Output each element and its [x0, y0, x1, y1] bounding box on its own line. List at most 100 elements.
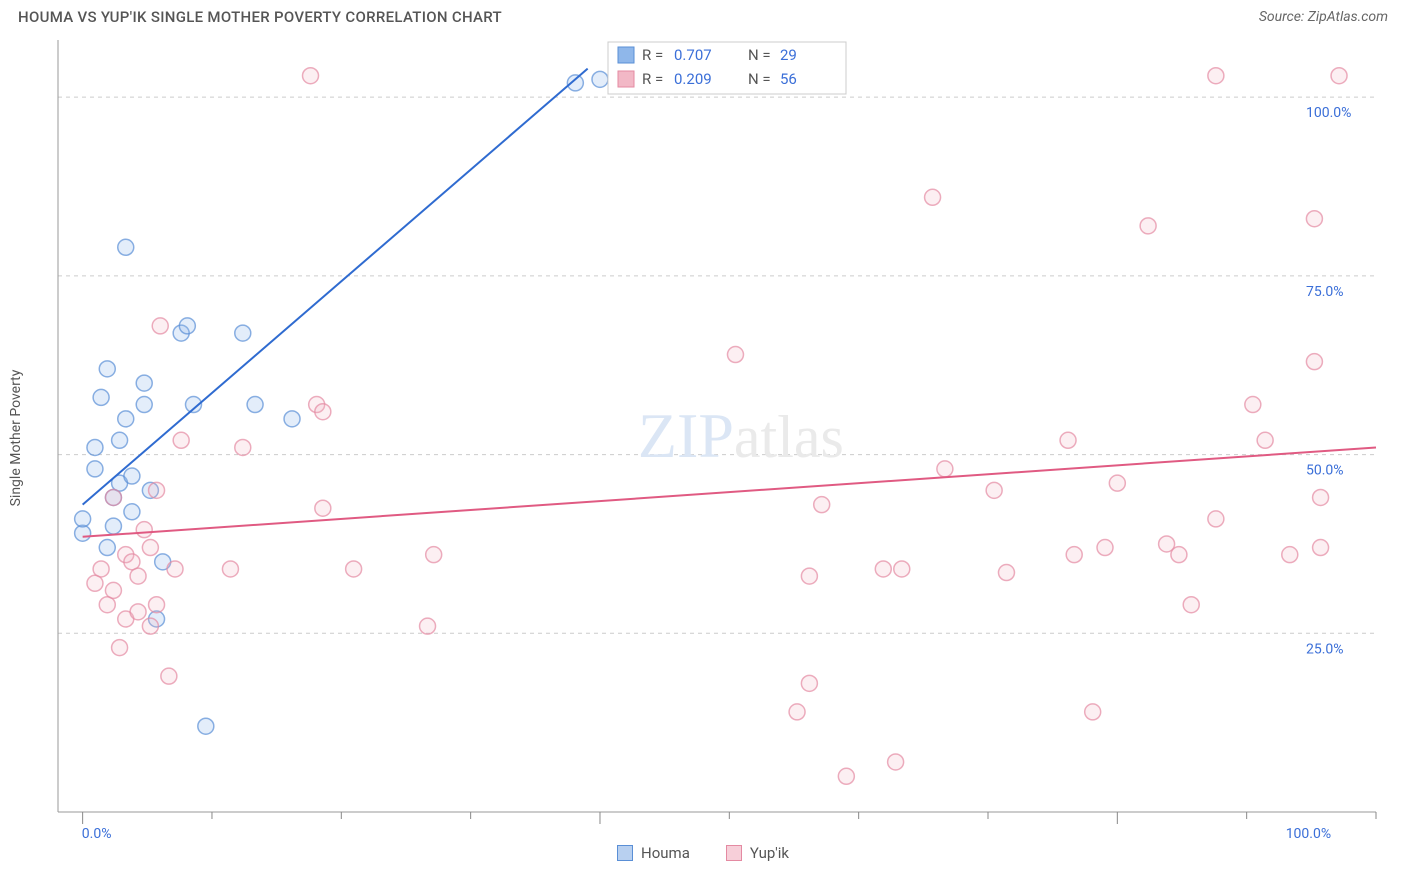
- data-point: [315, 500, 331, 516]
- data-point: [1109, 475, 1125, 491]
- y-tick-label: 25.0%: [1306, 641, 1344, 657]
- legend-r-label: R =: [642, 70, 663, 88]
- data-point: [179, 318, 195, 334]
- data-point: [118, 239, 134, 255]
- legend-r-label: R =: [642, 46, 663, 64]
- data-point: [198, 718, 214, 734]
- data-point: [1282, 547, 1298, 563]
- data-point: [875, 561, 891, 577]
- data-point: [420, 618, 436, 634]
- data-point: [118, 411, 134, 427]
- legend-n-label: N =: [748, 70, 771, 88]
- data-point: [1171, 547, 1187, 563]
- data-point: [1066, 547, 1082, 563]
- data-point: [167, 561, 183, 577]
- data-point: [173, 432, 189, 448]
- chart-source: Source: ZipAtlas.com: [1259, 9, 1388, 25]
- data-point: [87, 461, 103, 477]
- data-point: [124, 504, 140, 520]
- x-max-label: 100.0%: [1286, 826, 1331, 842]
- data-point: [130, 604, 146, 620]
- data-point: [894, 561, 910, 577]
- legend-r-value: 0.707: [674, 46, 712, 64]
- legend-swatch-houma: [618, 47, 634, 63]
- data-point: [1313, 489, 1329, 505]
- data-point: [1313, 540, 1329, 556]
- data-point: [112, 640, 128, 656]
- data-point: [136, 375, 152, 391]
- data-point: [93, 389, 109, 405]
- legend-n-value: 29: [780, 46, 797, 64]
- data-point: [1060, 432, 1076, 448]
- data-point: [161, 668, 177, 684]
- data-point: [888, 754, 904, 770]
- legend-swatch-yupik: [618, 71, 634, 87]
- data-point: [1097, 540, 1113, 556]
- data-point: [592, 71, 608, 87]
- data-point: [105, 489, 121, 505]
- data-point: [1245, 397, 1261, 413]
- data-point: [998, 565, 1014, 581]
- chart-header: HOUMA VS YUP'IK SINGLE MOTHER POVERTY CO…: [0, 0, 1406, 30]
- bottom-legend: Houma Yup'ik: [0, 844, 1406, 862]
- data-point: [235, 325, 251, 341]
- legend-label: Houma: [641, 844, 690, 862]
- data-point: [925, 189, 941, 205]
- y-axis-label: Single Mother Poverty: [8, 370, 24, 507]
- data-point: [149, 482, 165, 498]
- data-point: [801, 568, 817, 584]
- data-point: [1257, 432, 1273, 448]
- data-point: [1208, 511, 1224, 527]
- data-point: [136, 397, 152, 413]
- y-tick-label: 50.0%: [1306, 463, 1344, 479]
- data-point: [1306, 211, 1322, 227]
- data-point: [937, 461, 953, 477]
- data-point: [142, 540, 158, 556]
- data-point: [1208, 68, 1224, 84]
- data-point: [1183, 597, 1199, 613]
- scatter-chart: 25.0% 50.0% 75.0% 100.0% ZIPatlas R = 0.707 N …: [46, 34, 1390, 842]
- x-min-label: 0.0%: [82, 826, 112, 842]
- legend-item: Houma: [617, 844, 690, 862]
- data-point: [986, 482, 1002, 498]
- data-point: [303, 68, 319, 84]
- data-point: [1140, 218, 1156, 234]
- data-point: [247, 397, 263, 413]
- data-point: [99, 361, 115, 377]
- data-point: [130, 568, 146, 584]
- data-point: [315, 404, 331, 420]
- legend-swatch: [617, 845, 633, 861]
- legend-label: Yup'ik: [750, 844, 789, 862]
- data-point: [789, 704, 805, 720]
- watermark: ZIPatlas: [638, 400, 844, 471]
- y-tick-label: 75.0%: [1306, 284, 1344, 300]
- data-point: [105, 518, 121, 534]
- data-point: [838, 768, 854, 784]
- legend-swatch: [726, 845, 742, 861]
- y-tick-label: 100.0%: [1306, 105, 1351, 121]
- data-point: [75, 511, 91, 527]
- data-point: [142, 618, 158, 634]
- legend-item: Yup'ik: [726, 844, 789, 862]
- data-point: [346, 561, 362, 577]
- legend-r-value: 0.209: [674, 70, 712, 88]
- data-point: [99, 540, 115, 556]
- trend-line-houma: [83, 69, 588, 505]
- data-point: [87, 439, 103, 455]
- data-point: [727, 347, 743, 363]
- data-point: [124, 468, 140, 484]
- data-point: [284, 411, 300, 427]
- data-point: [814, 497, 830, 513]
- data-point: [136, 522, 152, 538]
- chart-title: HOUMA VS YUP'IK SINGLE MOTHER POVERTY CO…: [18, 8, 502, 26]
- data-point: [235, 439, 251, 455]
- data-point: [105, 582, 121, 598]
- data-point: [1331, 68, 1347, 84]
- data-point: [801, 675, 817, 691]
- data-point: [426, 547, 442, 563]
- data-point: [1085, 704, 1101, 720]
- data-point: [93, 561, 109, 577]
- data-point: [222, 561, 238, 577]
- data-point: [152, 318, 168, 334]
- legend-n-value: 56: [780, 70, 797, 88]
